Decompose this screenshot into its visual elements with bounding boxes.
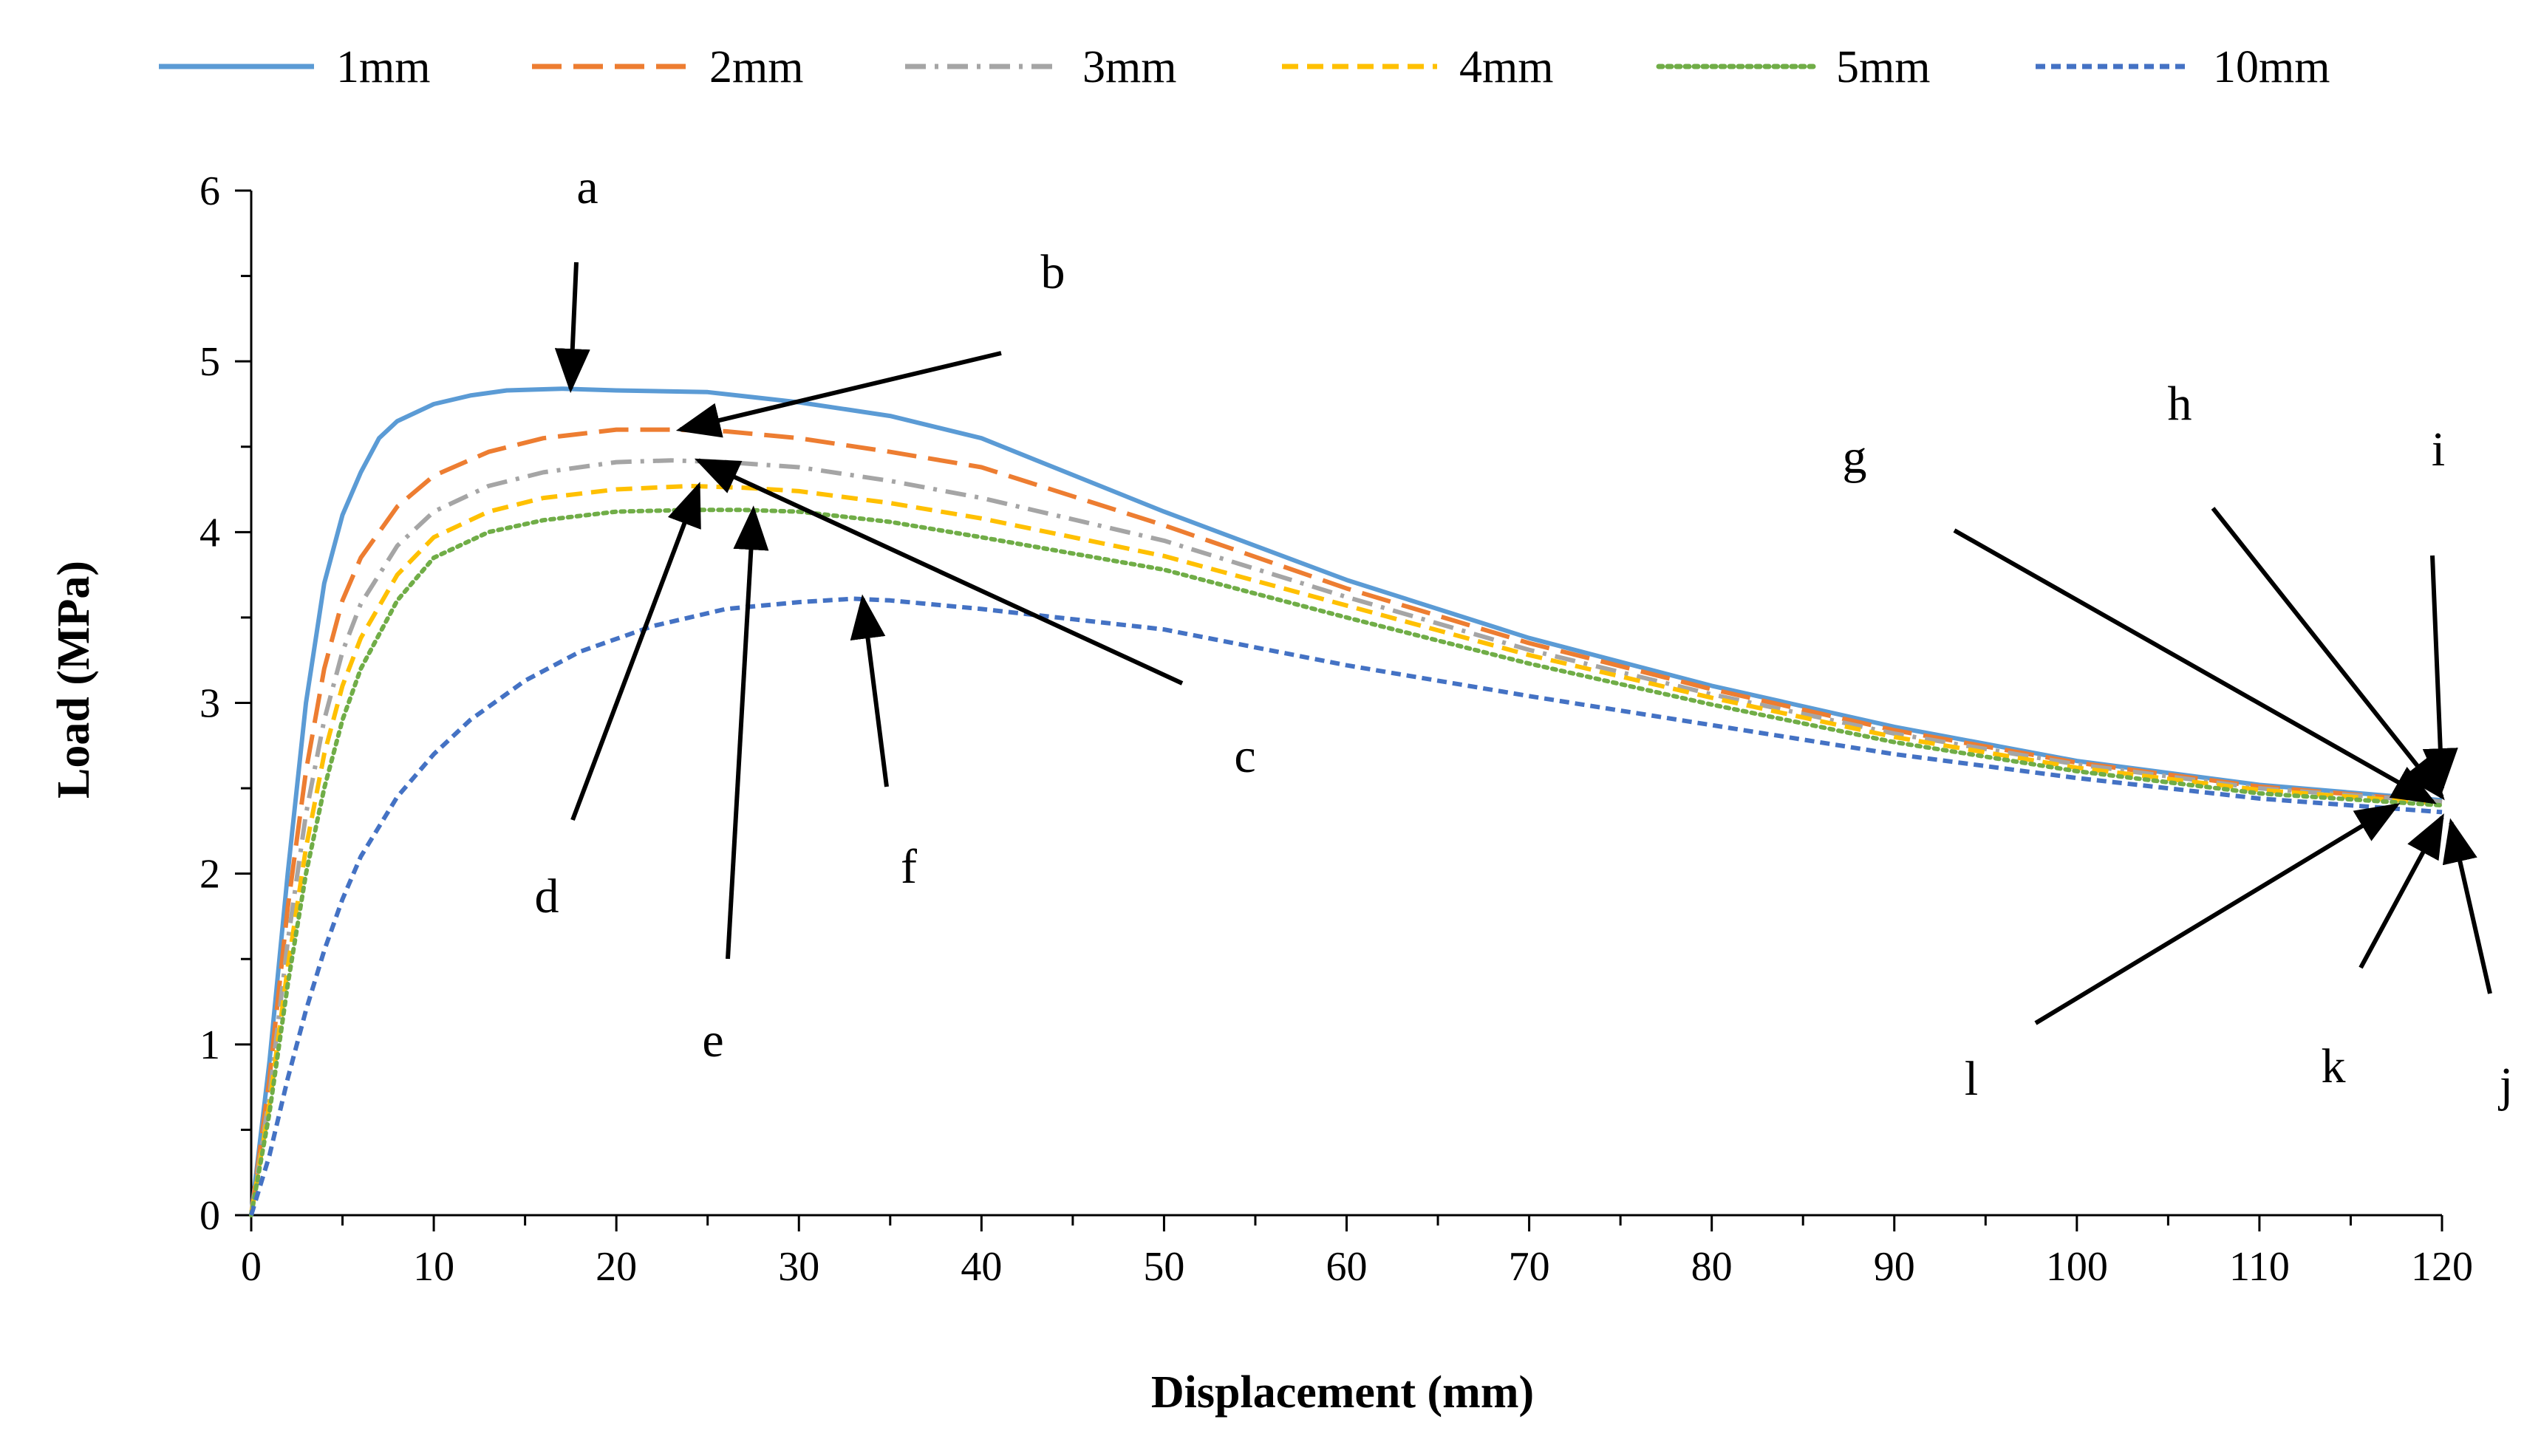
y-tick-label: 4 bbox=[199, 510, 220, 556]
annotation-label-k: k bbox=[2322, 1039, 2346, 1093]
annotation-label-j: j bbox=[2498, 1058, 2513, 1112]
x-tick-label: 50 bbox=[1143, 1244, 1184, 1290]
legend-label-1mm: 1mm bbox=[336, 42, 430, 92]
y-tick-label: 2 bbox=[199, 852, 220, 898]
x-tick-label: 40 bbox=[961, 1244, 1002, 1290]
annotation-label-h: h bbox=[2168, 377, 2192, 431]
series-line-2mm bbox=[249, 427, 2443, 1216]
y-tick-label: 5 bbox=[199, 339, 220, 385]
series-line-5mm bbox=[249, 507, 2444, 1217]
annotation-arrow-f bbox=[850, 594, 889, 787]
x-tick-label: 90 bbox=[1874, 1244, 1915, 1290]
annotation-arrow-e bbox=[726, 505, 769, 960]
annotation-label-f: f bbox=[901, 840, 917, 894]
annotations: a b c d e f g h i j k l bbox=[535, 160, 2514, 1112]
annotation-label-l: l bbox=[1965, 1052, 1978, 1106]
series-line-3mm bbox=[249, 458, 2443, 1216]
legend-label-5mm: 5mm bbox=[1836, 42, 1930, 92]
x-tick-label: 70 bbox=[1509, 1244, 1550, 1290]
annotation-arrow-i bbox=[2422, 555, 2458, 793]
annotation-arrow-c bbox=[694, 458, 1184, 686]
legend: 1mm 2mm 3mm 4mm 5mm 10mm bbox=[159, 42, 2330, 92]
x-tick-label: 20 bbox=[596, 1244, 637, 1290]
legend-label-2mm: 2mm bbox=[709, 42, 803, 92]
annotation-label-d: d bbox=[535, 869, 559, 923]
x-tick-label: 80 bbox=[1691, 1244, 1733, 1290]
x-tick-label: 100 bbox=[2046, 1244, 2108, 1290]
annotation-arrow-g bbox=[1953, 528, 2437, 804]
x-tick-label: 30 bbox=[778, 1244, 819, 1290]
annotation-label-g: g bbox=[1843, 430, 1867, 484]
y-tick-label: 1 bbox=[199, 1022, 220, 1068]
x-tick-label: 120 bbox=[2411, 1244, 2473, 1290]
series-line-4mm bbox=[249, 483, 2443, 1216]
x-tick-label: 110 bbox=[2229, 1244, 2290, 1290]
y-axis-title: Load (MPa) bbox=[49, 561, 99, 799]
y-tick-label: 6 bbox=[199, 168, 220, 214]
annotation-label-c: c bbox=[1234, 729, 1255, 783]
annotation-arrow-b bbox=[675, 351, 1002, 438]
annotation-arrow-d bbox=[570, 482, 701, 821]
annotation-label-e: e bbox=[702, 1014, 723, 1067]
legend-label-10mm: 10mm bbox=[2213, 42, 2330, 92]
x-axis-title: Displacement (mm) bbox=[1151, 1367, 1534, 1418]
annotation-arrow-l bbox=[2034, 803, 2401, 1025]
annotation-label-i: i bbox=[2432, 423, 2445, 476]
y-tick-label: 3 bbox=[199, 681, 220, 727]
legend-label-4mm: 4mm bbox=[1459, 42, 1553, 92]
x-tick-label: 10 bbox=[413, 1244, 454, 1290]
annotation-arrow-k bbox=[2358, 813, 2444, 969]
y-tick-label: 0 bbox=[199, 1193, 220, 1239]
annotation-arrow-j bbox=[2442, 818, 2492, 994]
legend-label-3mm: 3mm bbox=[1082, 42, 1176, 92]
series-line-10mm bbox=[249, 596, 2443, 1216]
annotation-label-b: b bbox=[1041, 245, 1065, 299]
x-tick-label: 0 bbox=[241, 1244, 262, 1290]
annotation-arrow-a bbox=[554, 262, 590, 394]
annotation-label-a: a bbox=[576, 160, 598, 214]
x-tick-label: 60 bbox=[1326, 1244, 1368, 1290]
annotation-arrow-h bbox=[2211, 507, 2445, 801]
